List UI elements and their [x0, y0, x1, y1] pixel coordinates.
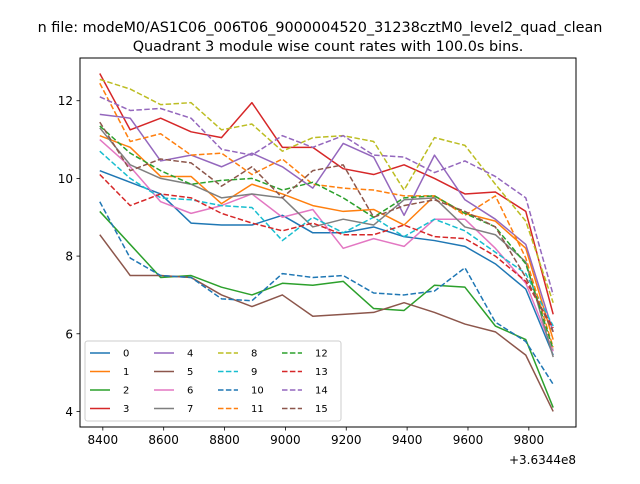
legend-label-7: 7 [187, 404, 193, 415]
legend-label-6: 6 [187, 386, 193, 397]
x-tick-label: 9200 [331, 433, 362, 447]
series-line-12 [99, 125, 554, 350]
series-line-14 [99, 96, 554, 296]
legend-label-13: 13 [315, 367, 328, 378]
x-axis-offset-label: +3.6344e8 [509, 453, 576, 467]
x-tick-label: 8400 [88, 433, 119, 447]
legend-label-3: 3 [123, 404, 129, 415]
series-line-13 [99, 174, 554, 329]
y-tick-label: 4 [65, 405, 73, 419]
series-line-1 [99, 134, 554, 340]
legend-label-2: 2 [123, 386, 129, 397]
series-line-11 [99, 82, 554, 348]
x-tick-label: 9000 [270, 433, 301, 447]
x-tick-label: 9600 [453, 433, 484, 447]
series-line-10 [99, 201, 554, 385]
series-line-3 [99, 73, 554, 315]
legend-label-11: 11 [251, 404, 264, 415]
plot-area [99, 73, 554, 412]
legend-label-15: 15 [315, 404, 328, 415]
y-tick-label: 10 [58, 172, 73, 186]
series-line-15 [99, 121, 554, 333]
legend-label-5: 5 [187, 367, 193, 378]
y-tick-label: 6 [65, 327, 73, 341]
series-line-9 [99, 150, 554, 327]
legend-box [84, 340, 342, 422]
series-line-4 [99, 113, 554, 333]
legend-label-10: 10 [251, 386, 264, 397]
legend-label-9: 9 [251, 367, 257, 378]
legend-label-12: 12 [315, 349, 328, 360]
x-tick-label: 9400 [392, 433, 423, 447]
legend-label-8: 8 [251, 349, 257, 360]
legend-label-0: 0 [123, 349, 129, 360]
series-line-0 [99, 169, 554, 356]
legend-label-14: 14 [315, 386, 328, 397]
legend-label-1: 1 [123, 367, 129, 378]
legend-label-4: 4 [187, 349, 193, 360]
x-tick-label: 8600 [148, 433, 179, 447]
figure-suptitle: n file: modeM0/AS1C06_006T06_9000004520_… [38, 20, 603, 36]
x-tick-label: 9800 [514, 433, 545, 447]
y-tick-label: 12 [58, 94, 73, 108]
y-tick-label: 8 [65, 250, 73, 264]
series-line-6 [99, 139, 554, 352]
series-line-8 [99, 78, 554, 303]
series-line-7 [99, 127, 554, 358]
chart-title: Quadrant 3 module wise count rates with … [133, 39, 524, 55]
axes-frame [79, 57, 577, 428]
x-tick-label: 8800 [209, 433, 240, 447]
